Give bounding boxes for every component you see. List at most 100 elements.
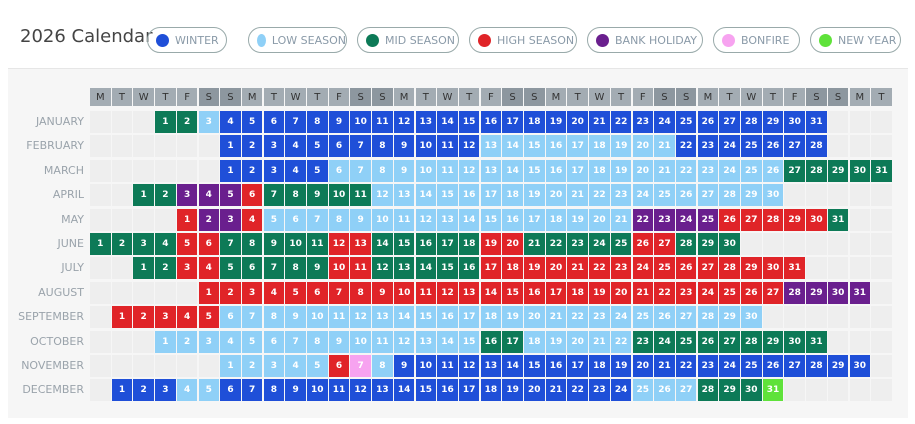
day-cell: 9: [307, 257, 328, 280]
day-cell: 27: [675, 379, 697, 402]
day-cell: 5: [198, 379, 220, 402]
day-cell: 9: [393, 135, 415, 158]
empty-cell: [90, 111, 111, 133]
day-cell: 11: [372, 111, 393, 133]
day-cell: 25: [719, 281, 740, 304]
empty-cell: [176, 135, 198, 158]
month-label: DECEMBER: [22, 383, 84, 397]
day-cell: 10: [350, 330, 371, 353]
day-cell: 12: [350, 379, 371, 402]
day-cell: 27: [719, 111, 740, 133]
day-cell: 15: [415, 306, 437, 329]
day-cell: 6: [220, 306, 241, 329]
day-cell: 22: [675, 159, 697, 182]
empty-cell: [133, 208, 154, 231]
day-cell: 31: [827, 208, 849, 231]
day-cell: 29: [719, 379, 740, 402]
day-cell: 20: [545, 257, 567, 280]
day-cell: 22: [610, 111, 632, 133]
legend-dot: [257, 33, 266, 47]
month-label: APRIL: [52, 188, 84, 202]
day-cell: 15: [502, 281, 523, 304]
day-cell: 12: [350, 306, 371, 329]
day-cell: 19: [524, 257, 545, 280]
day-cell: 9: [328, 330, 350, 353]
weekday-header: S: [220, 88, 241, 106]
empty-cell: [198, 135, 220, 158]
day-cell: 17: [480, 257, 502, 280]
day-cell: 9: [285, 379, 306, 402]
day-cell: 25: [675, 330, 697, 353]
day-cell: 5: [220, 257, 241, 280]
legend-button[interactable]: LOW SEASON: [248, 27, 347, 53]
day-cell: 27: [697, 184, 719, 207]
weekday-header: M: [849, 88, 871, 106]
day-cell: 16: [480, 111, 502, 133]
day-cell: 19: [545, 111, 567, 133]
empty-cell: [827, 306, 849, 329]
day-cell: 6: [307, 281, 328, 304]
day-cell: 9: [328, 111, 350, 133]
day-cell: 18: [524, 111, 545, 133]
day-cell: 4: [263, 281, 285, 304]
legend-button[interactable]: HIGH SEASON: [469, 27, 577, 53]
day-cell: 30: [784, 111, 805, 133]
empty-cell: [762, 233, 784, 255]
day-cell: 25: [654, 184, 675, 207]
day-cell: 19: [610, 135, 632, 158]
day-cell: 3: [220, 208, 241, 231]
day-cell: 12: [458, 135, 480, 158]
day-cell: 15: [437, 184, 458, 207]
day-cell: 17: [567, 355, 588, 377]
weekday-header: W: [741, 88, 762, 106]
day-cell: 8: [285, 184, 306, 207]
day-cell: 1: [155, 330, 176, 353]
day-cell: 11: [307, 233, 328, 255]
legend-button[interactable]: MID SEASON: [357, 27, 459, 53]
legend-button[interactable]: NEW YEAR: [810, 27, 901, 53]
day-cell: 6: [263, 330, 285, 353]
day-cell: 28: [697, 379, 719, 402]
weekday-header: S: [654, 88, 675, 106]
month-label: MARCH: [43, 163, 84, 177]
day-cell: 12: [458, 159, 480, 182]
day-cell: 30: [849, 159, 871, 182]
day-cell: 10: [372, 208, 393, 231]
day-cell: 23: [589, 379, 610, 402]
day-cell: 26: [675, 257, 697, 280]
weekday-header: T: [307, 88, 328, 106]
weekday-header: W: [133, 88, 154, 106]
day-cell: 28: [806, 135, 827, 158]
weekday-header: S: [524, 88, 545, 106]
day-cell: 18: [480, 379, 502, 402]
legend-button[interactable]: WINTER: [147, 27, 227, 53]
day-cell: 18: [502, 184, 523, 207]
empty-cell: [111, 355, 133, 377]
day-cell: 8: [285, 257, 306, 280]
day-cell: 25: [697, 208, 719, 231]
empty-cell: [871, 379, 892, 402]
day-cell: 27: [784, 135, 805, 158]
day-cell: 26: [654, 306, 675, 329]
day-cell: 26: [719, 208, 740, 231]
day-cell: 5: [307, 135, 328, 158]
empty-cell: [90, 281, 111, 304]
day-cell: 13: [437, 208, 458, 231]
legend-label: LOW SEASON: [271, 33, 346, 47]
day-cell: 21: [654, 159, 675, 182]
legend-button[interactable]: BANK HOLIDAY: [587, 27, 703, 53]
title: 2026 Calendar: [20, 26, 153, 47]
legend-button[interactable]: BONFIRE: [713, 27, 800, 53]
day-cell: 29: [741, 184, 762, 207]
day-cell: 7: [350, 355, 371, 377]
day-cell: 23: [610, 257, 632, 280]
day-cell: 19: [480, 233, 502, 255]
day-cell: 16: [480, 330, 502, 353]
day-cell: 27: [697, 257, 719, 280]
day-cell: 22: [610, 330, 632, 353]
day-cell: 13: [393, 257, 415, 280]
day-cell: 1: [111, 306, 133, 329]
day-cell: 28: [741, 111, 762, 133]
weekday-header: T: [871, 88, 892, 106]
empty-cell: [871, 184, 892, 207]
